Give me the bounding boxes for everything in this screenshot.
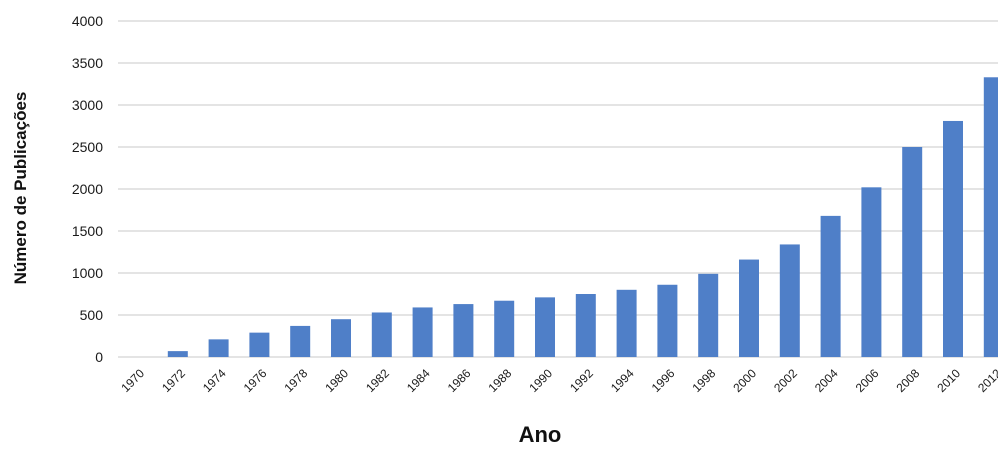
bar-2000	[739, 259, 759, 357]
y-tick-label: 1500	[72, 223, 103, 239]
x-tick-label: 2010	[934, 366, 963, 395]
y-tick-label: 1000	[72, 265, 103, 281]
x-tick-label: 1996	[649, 366, 678, 395]
bar-1976	[249, 332, 270, 357]
bar-1994	[616, 289, 637, 357]
bar-2004	[820, 215, 841, 357]
x-tick-label: 1982	[363, 366, 392, 395]
gridlines	[118, 20, 998, 358]
y-tick-label: 2000	[72, 181, 103, 197]
y-axis-title: Número de Publicações	[11, 92, 30, 285]
y-tick-label: 3500	[72, 55, 103, 71]
bar-1986	[453, 304, 474, 357]
x-tick-label: 1974	[200, 366, 229, 395]
bar-2006	[861, 187, 882, 357]
x-tick-label: 1970	[118, 366, 147, 395]
x-tick-label: 2008	[894, 366, 923, 395]
y-tick-label: 500	[80, 307, 104, 323]
y-axis-ticks: 0 500 1000 1500 2000 2500 3000 3500 4000	[72, 13, 103, 365]
bar-1982	[371, 312, 392, 357]
bar-1992	[575, 294, 596, 357]
bar-1980	[331, 319, 351, 357]
y-tick-label: 2500	[72, 139, 103, 155]
bar-2012	[983, 77, 998, 357]
x-tick-label: 1972	[159, 366, 188, 395]
bar-1974	[208, 339, 229, 357]
x-tick-label: 1980	[322, 366, 351, 395]
bar-2008	[902, 147, 923, 357]
x-tick-label: 2006	[853, 366, 882, 395]
x-tick-label: 2002	[771, 366, 800, 395]
x-tick-label: 1994	[608, 366, 637, 395]
bars	[167, 77, 998, 358]
x-tick-label: 2004	[812, 366, 841, 395]
bar-1978	[290, 325, 311, 357]
x-tick-label: 1992	[567, 366, 596, 395]
bar-2002	[779, 244, 800, 357]
y-tick-label: 3000	[72, 97, 103, 113]
bar-2010	[943, 120, 963, 358]
x-tick-label: 1988	[486, 366, 515, 395]
x-tick-label: 1986	[445, 366, 474, 395]
y-tick-label: 4000	[72, 13, 103, 29]
y-tick-label: 0	[95, 349, 103, 365]
bar-1984	[412, 307, 433, 357]
bar-1998	[698, 273, 719, 357]
x-tick-label: 2012	[975, 366, 998, 395]
bar-1988	[494, 300, 515, 357]
x-tick-label: 1978	[282, 366, 311, 395]
x-tick-label: 1990	[526, 366, 555, 395]
x-tick-label: 1998	[690, 366, 719, 395]
x-axis-title: Ano	[519, 422, 562, 447]
x-tick-label: 2000	[730, 366, 759, 395]
bar-1990	[535, 297, 555, 357]
bar-1996	[657, 284, 678, 357]
bar-1972	[167, 351, 188, 357]
x-tick-label: 1984	[404, 366, 433, 395]
x-axis-ticks: 1970 1972 1974 1976 1978 1980 1982 1984 1986 1988…	[118, 366, 998, 395]
x-tick-label: 1976	[241, 366, 270, 395]
